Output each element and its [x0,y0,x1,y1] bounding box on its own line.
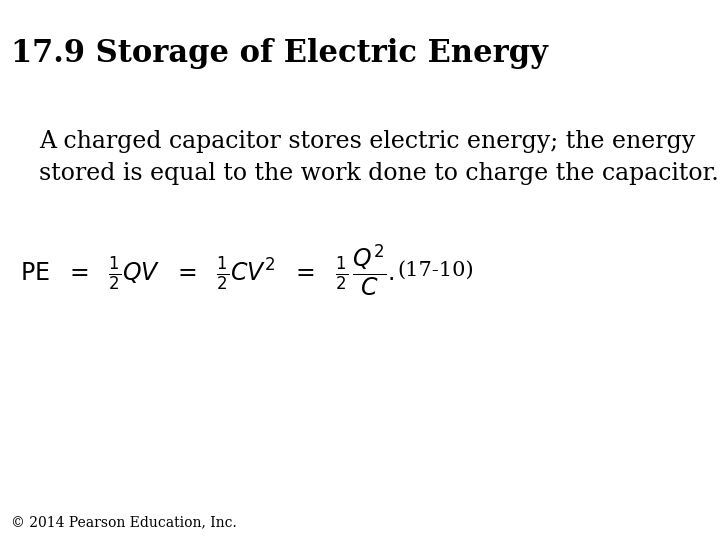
Text: 17.9 Storage of Electric Energy: 17.9 Storage of Electric Energy [11,38,548,69]
Text: (17-10): (17-10) [397,260,474,280]
Text: A charged capacitor stores electric energy; the energy
stored is equal to the wo: A charged capacitor stores electric ener… [39,130,719,185]
Text: © 2014 Pearson Education, Inc.: © 2014 Pearson Education, Inc. [12,515,237,529]
Text: $\mathrm{PE}\ \ =\ \ \frac{1}{2}QV\ \ =\ \ \frac{1}{2}CV^2\ \ =\ \ \frac{1}{2}\,: $\mathrm{PE}\ \ =\ \ \frac{1}{2}QV\ \ =\… [19,242,394,298]
